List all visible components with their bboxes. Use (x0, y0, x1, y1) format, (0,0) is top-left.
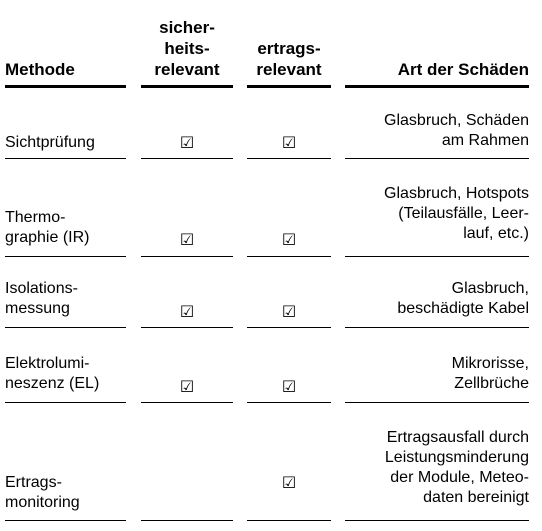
row-rule (345, 158, 529, 159)
safety-check-icon: ☑ (179, 230, 195, 249)
row-rule (345, 327, 529, 328)
row-damage: Mikrorisse, Zellbrüche (451, 355, 529, 392)
header-rule-method (5, 85, 126, 88)
row-rule (141, 158, 233, 159)
row-rule (141, 520, 233, 521)
safety-check-icon: ☑ (179, 133, 195, 152)
header-rule-yield (247, 85, 331, 88)
row-rule (141, 402, 233, 403)
header-method: Methode (5, 60, 75, 79)
row-rule (345, 520, 529, 521)
row-method: Elektrolumi- neszenz (EL) (5, 355, 100, 392)
yield-check-icon: ☑ (281, 377, 297, 396)
header-rule-safety (141, 85, 233, 88)
header-yield-relevant: ertrags- relevant (256, 39, 322, 79)
row-rule (247, 327, 331, 328)
row-rule (5, 327, 126, 328)
yield-check-icon: ☑ (281, 473, 297, 492)
row-damage: Glasbruch, Schäden am Rahmen (384, 112, 529, 149)
row-rule (345, 402, 529, 403)
row-rule (141, 327, 233, 328)
yield-check-icon: ☑ (281, 133, 297, 152)
row-rule (247, 256, 331, 257)
yield-check-icon: ☑ (281, 230, 297, 249)
header-safety-relevant: sicher- heits- relevant (154, 18, 220, 79)
header-damage-type: Art der Schäden (397, 60, 529, 79)
row-rule (247, 520, 331, 521)
row-rule (5, 158, 126, 159)
row-rule (5, 402, 126, 403)
safety-check-icon: ☑ (179, 302, 195, 321)
row-rule (247, 158, 331, 159)
safety-check-icon: ☑ (179, 377, 195, 396)
row-damage: Glasbruch, beschädigte Kabel (397, 280, 529, 317)
row-method: Isolations- messung (5, 280, 78, 317)
row-method: Ertrags- monitoring (5, 474, 80, 511)
row-method: Sichtprüfung (5, 134, 95, 151)
row-damage: Glasbruch, Hotspots (Teilausfälle, Leer-… (384, 185, 529, 242)
row-rule (345, 256, 529, 257)
header-rule-damage (345, 85, 529, 88)
yield-check-icon: ☑ (281, 302, 297, 321)
row-rule (247, 402, 331, 403)
row-method: Thermo- graphie (IR) (5, 209, 90, 246)
row-damage: Ertragsausfall durch Leistungsminderung … (384, 429, 529, 506)
row-rule (5, 520, 126, 521)
row-rule (141, 256, 233, 257)
row-rule (5, 256, 126, 257)
